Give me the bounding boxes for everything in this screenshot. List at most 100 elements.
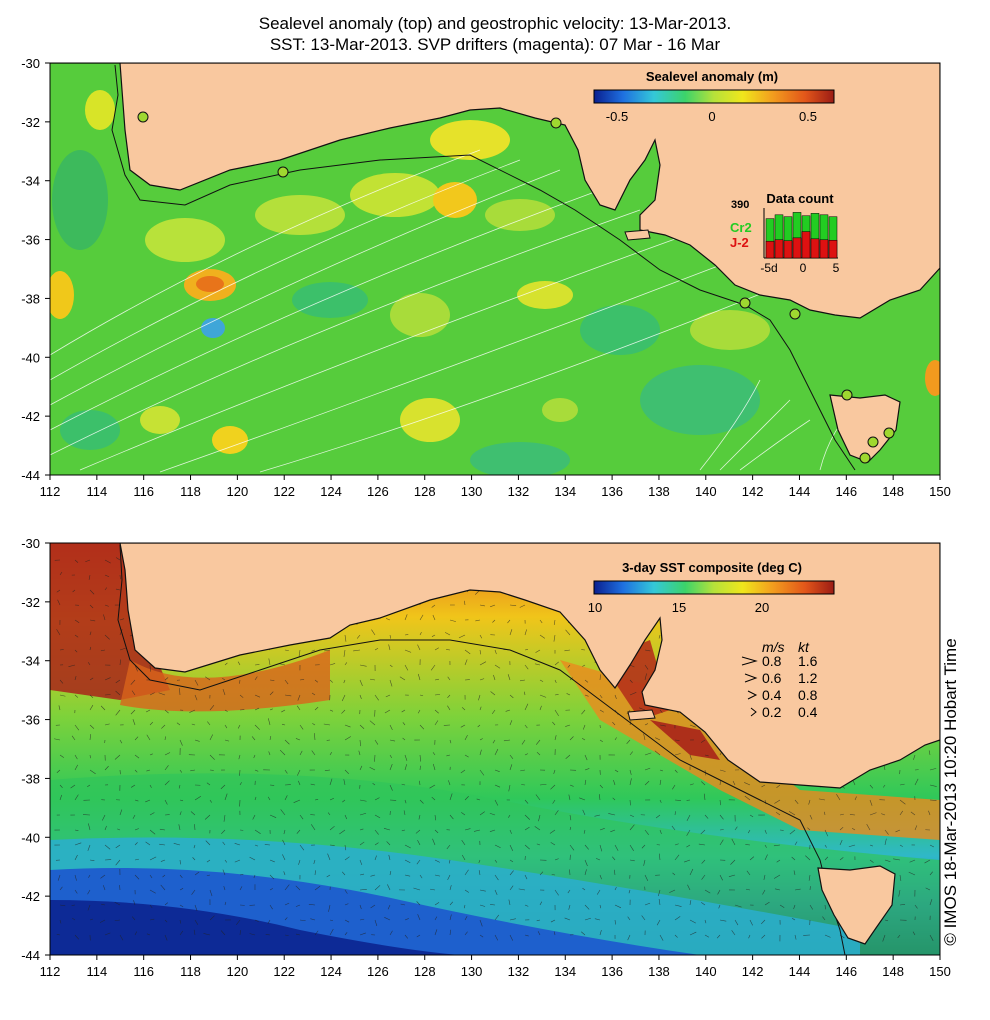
- sla-lon-tick: 150: [929, 484, 951, 499]
- velocity-arrow: [401, 783, 406, 786]
- velocity-arrow: [539, 783, 547, 786]
- velocity-arrow: [924, 859, 931, 864]
- velocity-arrow: [131, 916, 136, 921]
- velocity-arrow: [89, 694, 94, 698]
- data-count-bar-red: [783, 240, 793, 259]
- velocity-arrow: [929, 844, 935, 848]
- sla-land-tasmania: [829, 394, 901, 463]
- velocity-arrow: [761, 934, 766, 939]
- velocity-arrow: [190, 769, 196, 772]
- velocity-arrow: [639, 707, 646, 711]
- velocity-arrow: [404, 754, 408, 761]
- velocity-arrow: [389, 764, 393, 771]
- velocity-arrow: [416, 901, 421, 906]
- velocity-arrow: [464, 889, 469, 893]
- map-title-line-2: SST: 13-Mar-2013. SVP drifters (magenta)…: [269, 35, 721, 54]
- velocity-arrow: [674, 904, 682, 907]
- velocity-arrow: [717, 889, 721, 895]
- sst-lon-tick: 124: [320, 964, 342, 979]
- velocity-arrow: [374, 754, 376, 762]
- velocity-arrow: [719, 874, 723, 881]
- velocity-arrow: [104, 723, 110, 726]
- velocity-arrow: [164, 799, 168, 805]
- velocity-arrow: [267, 796, 271, 801]
- sst-lon-tick: 128: [414, 964, 436, 979]
- velocity-arrow: [581, 931, 586, 936]
- velocity-arrow: [193, 929, 196, 936]
- velocity-arrow: [178, 824, 181, 831]
- velocity-arrow: [369, 678, 376, 681]
- velocity-arrow: [296, 705, 301, 711]
- velocity-arrow: [359, 799, 367, 802]
- sst-lat-tick: -30: [21, 536, 40, 551]
- velocity-arrow: [564, 917, 571, 921]
- velocity-arrow: [774, 799, 781, 804]
- sla-lon-tick: 136: [601, 484, 623, 499]
- velocity-arrow: [718, 904, 721, 909]
- velocity-arrow: [569, 736, 574, 741]
- velocity-arrow: [89, 859, 95, 861]
- velocity-arrow: [509, 885, 514, 891]
- velocity-arrow: [103, 885, 106, 891]
- velocity-arrow: [644, 902, 651, 906]
- velocity-arrow: [734, 904, 742, 908]
- sla-land-kangaroo-island: [624, 229, 651, 241]
- velocity-arrow: [249, 933, 256, 936]
- velocity-arrow: [554, 858, 559, 861]
- velocity-arrow: [149, 889, 156, 894]
- velocity-arrow: [581, 737, 586, 741]
- velocity-arrow: [222, 688, 226, 696]
- velocity-arrow: [205, 840, 211, 846]
- velocity-arrow: [763, 874, 766, 880]
- velocity-arrow: [581, 709, 586, 715]
- velocity-arrow: [341, 694, 346, 702]
- velocity-arrow: [104, 604, 109, 607]
- sla-lon-tick: 148: [882, 484, 904, 499]
- velocity-arrow: [254, 694, 261, 698]
- velocity-arrow: [224, 739, 230, 742]
- velocity-arrow: [629, 778, 632, 786]
- velocity-arrow: [434, 694, 441, 696]
- velocity-arrow: [269, 888, 273, 891]
- velocity-arrow: [323, 723, 331, 726]
- velocity-arrow: [100, 705, 106, 711]
- velocity-arrow: [434, 874, 441, 877]
- velocity-arrow: [74, 842, 82, 846]
- velocity-arrow: [449, 929, 452, 936]
- velocity-arrow: [479, 706, 482, 711]
- velocity-arrow: [149, 918, 155, 921]
- velocity-arrow: [659, 829, 662, 834]
- velocity-arrow: [74, 634, 79, 638]
- sla-lon-tick: 146: [835, 484, 857, 499]
- velocity-arrow: [629, 859, 635, 862]
- velocity-arrow: [550, 784, 556, 790]
- velocity-arrow: [74, 754, 78, 760]
- velocity-arrow: [374, 829, 379, 835]
- velocity-arrow: [449, 814, 454, 820]
- velocity-arrow: [644, 780, 650, 786]
- velocity-arrow: [74, 829, 79, 831]
- velocity-arrow: [239, 886, 243, 891]
- velocity-arrow: [104, 677, 111, 681]
- velocity-arrow: [87, 784, 91, 787]
- sst-lat-tick: -42: [21, 889, 40, 904]
- velocity-arrow: [89, 646, 92, 651]
- velocity-arrow: [419, 874, 423, 879]
- velocity-arrow: [764, 829, 767, 834]
- velocity-arrow: [494, 664, 501, 669]
- velocity-arrow: [328, 904, 331, 912]
- velocity-arrow: [71, 735, 76, 741]
- velocity-arrow: [389, 754, 393, 759]
- velocity-arrow: [344, 932, 348, 936]
- velocity-arrow: [164, 902, 168, 906]
- velocity-arrow: [119, 809, 123, 816]
- velocity-arrow: [89, 754, 91, 759]
- velocity-arrow: [104, 932, 111, 936]
- velocity-arrow: [569, 784, 574, 787]
- velocity-arrow: [884, 838, 887, 846]
- velocity-arrow: [629, 814, 635, 818]
- data-count-xtick-2: 0: [800, 261, 807, 275]
- velocity-arrow: [507, 674, 511, 681]
- velocity-arrow: [284, 884, 290, 891]
- velocity-arrow: [851, 828, 856, 831]
